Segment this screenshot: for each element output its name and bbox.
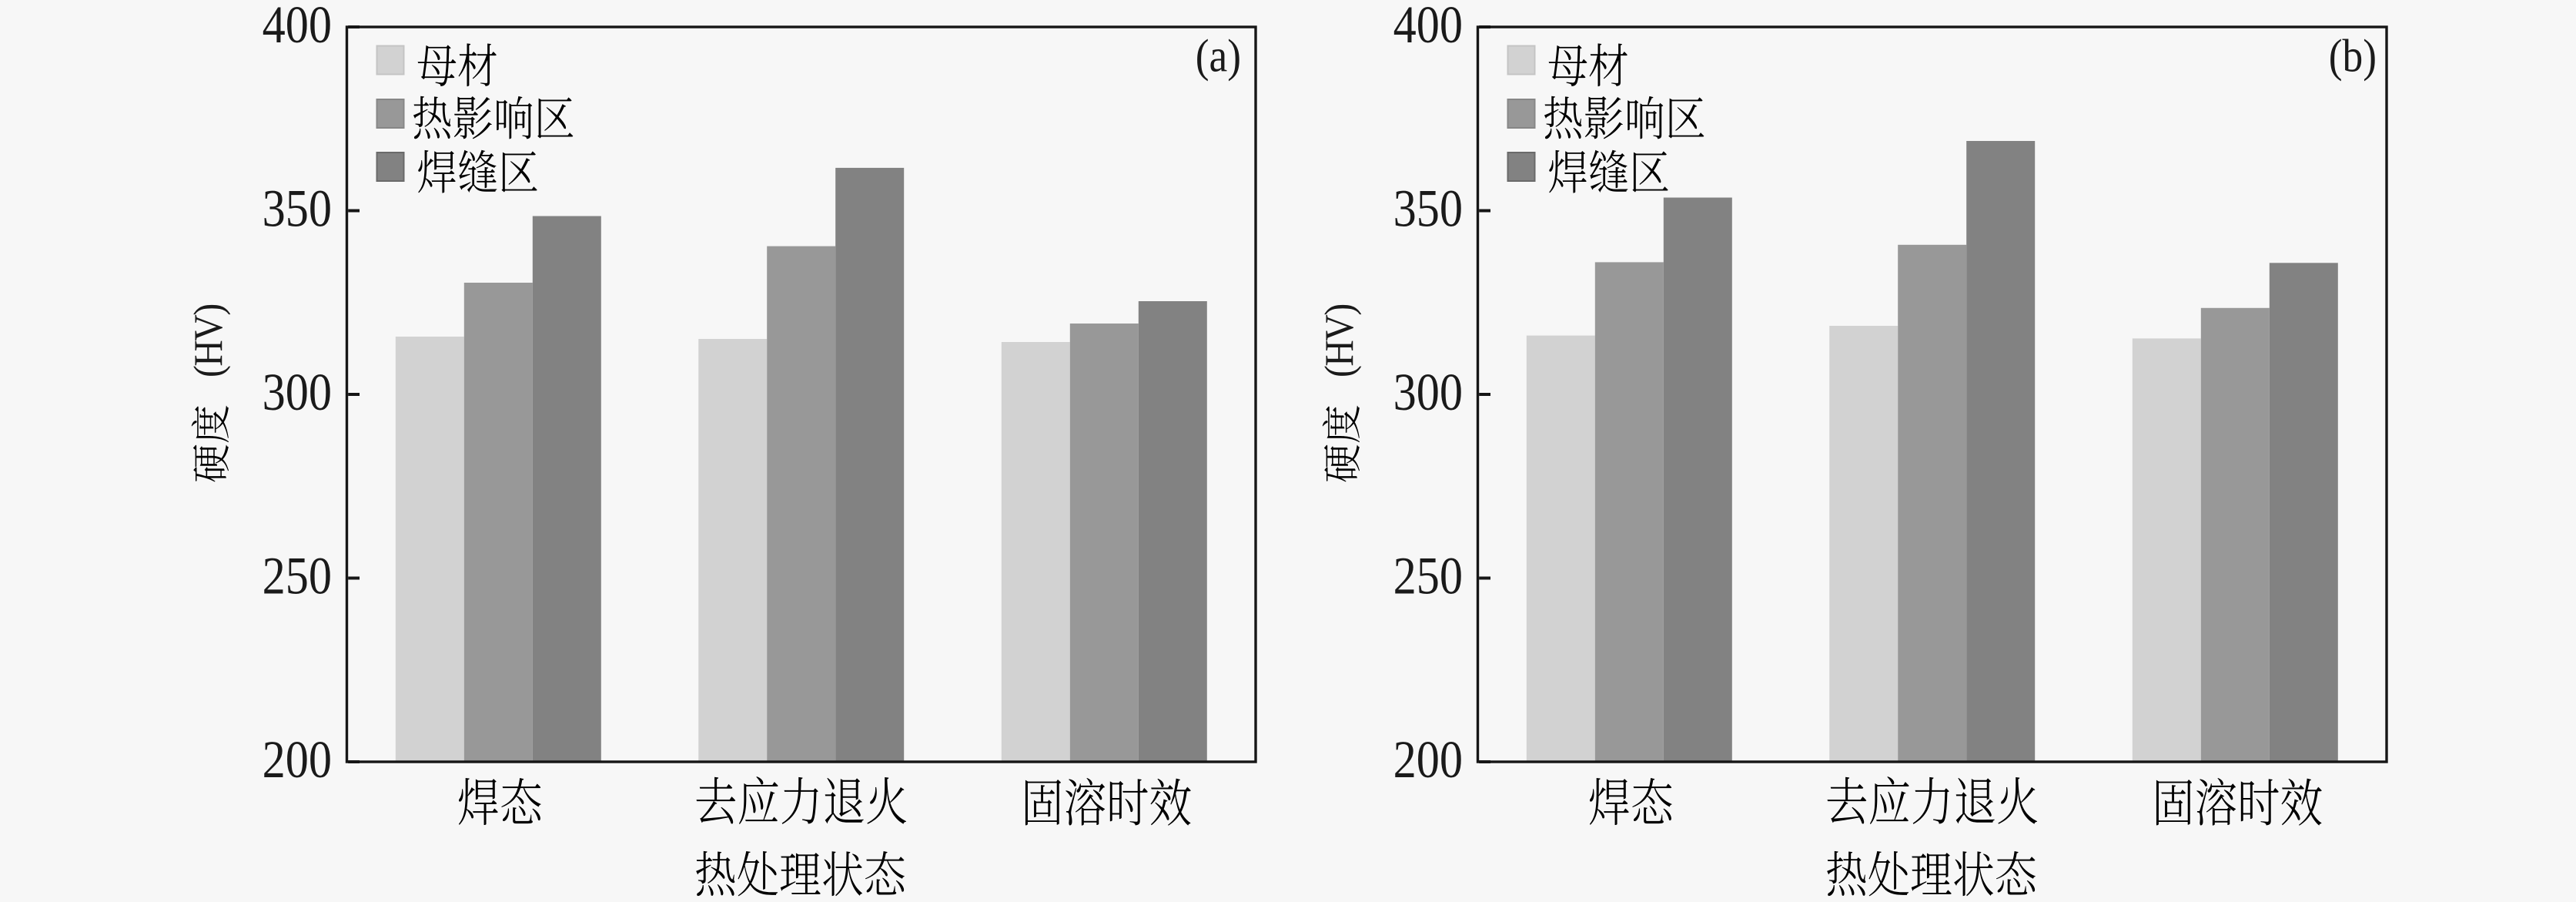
svg-text:350: 350 bbox=[1393, 179, 1463, 237]
svg-text:250: 250 bbox=[263, 547, 332, 605]
svg-text:(HV): (HV) bbox=[1316, 303, 1362, 377]
svg-text:400: 400 bbox=[263, 0, 332, 54]
svg-text:300: 300 bbox=[1393, 363, 1463, 421]
svg-text:400: 400 bbox=[1393, 0, 1463, 54]
svg-text:250: 250 bbox=[1393, 547, 1463, 605]
svg-text:200: 200 bbox=[263, 730, 332, 788]
svg-text:200: 200 bbox=[1393, 730, 1463, 788]
svg-text:300: 300 bbox=[263, 363, 332, 421]
svg-text:350: 350 bbox=[263, 179, 332, 237]
svg-text:(a): (a) bbox=[1196, 31, 1241, 82]
svg-text:(b): (b) bbox=[2329, 31, 2377, 82]
svg-text:(HV): (HV) bbox=[186, 303, 231, 377]
